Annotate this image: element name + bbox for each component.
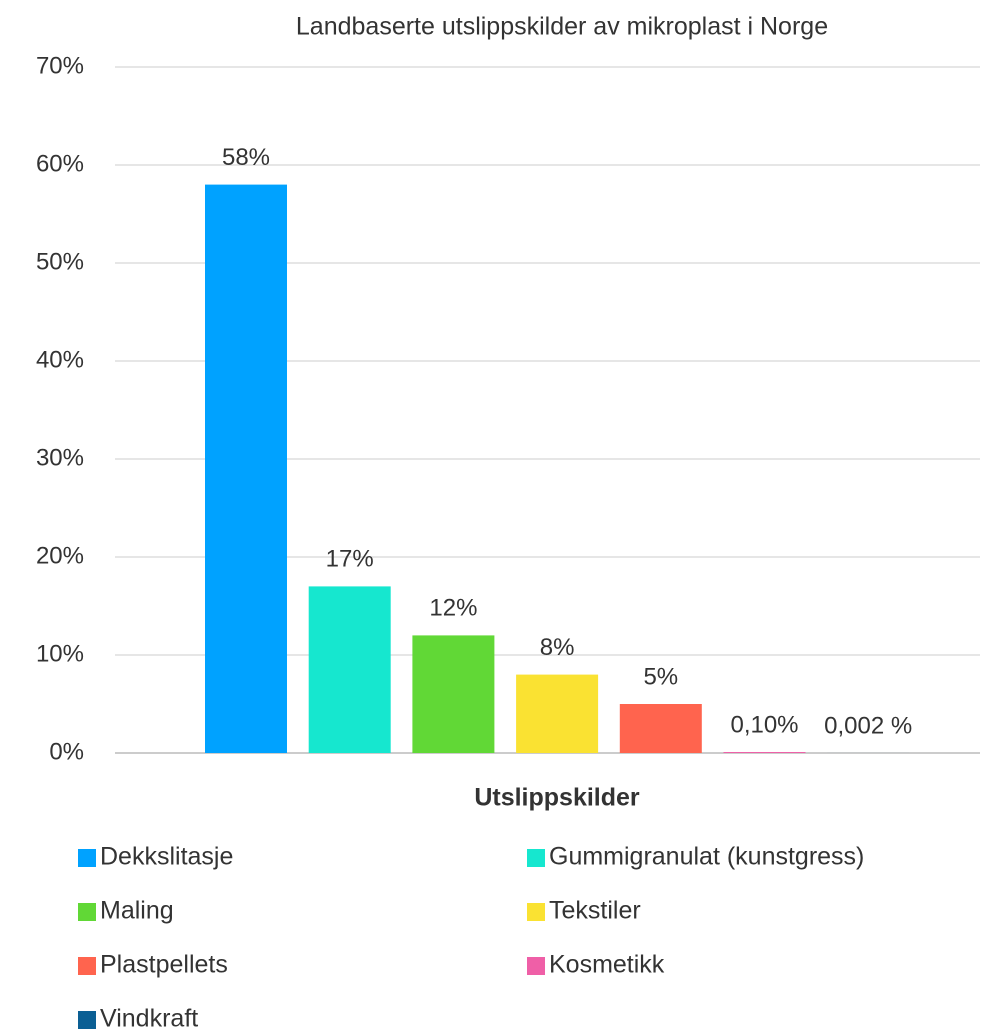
x-axis-label: Utslippskilder [474, 784, 640, 812]
legend-swatch [78, 1011, 96, 1029]
legend-label: Plastpellets [100, 951, 228, 979]
bar [412, 635, 495, 753]
y-tick-label: 60% [36, 150, 84, 177]
legend-swatch [78, 903, 96, 921]
y-tick-label: 40% [36, 346, 84, 373]
value-label: 12% [429, 595, 477, 622]
legend-swatch [78, 849, 96, 867]
legend-label: Tekstiler [549, 897, 641, 925]
bar [619, 704, 702, 753]
legend-swatch [527, 957, 545, 975]
bar [516, 674, 599, 753]
legend-swatch [78, 957, 96, 975]
y-tick-label: 20% [36, 542, 84, 569]
value-label: 0,002 % [824, 712, 912, 739]
y-tick-label: 30% [36, 444, 84, 471]
bar [723, 752, 806, 753]
value-label: 17% [326, 546, 374, 573]
bar [205, 184, 287, 754]
y-tick-label: 0% [49, 738, 84, 765]
value-label: 8% [540, 634, 575, 661]
chart-title: Landbaserte utslippskilder av mikroplast… [296, 13, 828, 41]
y-tick-label: 70% [36, 52, 84, 79]
value-label: 5% [643, 663, 678, 690]
value-label: 0,10% [730, 711, 798, 738]
value-label: 58% [222, 144, 270, 171]
legend-label: Kosmetikk [549, 951, 665, 979]
legend-label: Gummigranulat (kunstgress) [549, 843, 864, 871]
legend-label: Vindkraft [100, 1005, 198, 1030]
legend-swatch [527, 849, 545, 867]
legend-label: Maling [100, 897, 174, 925]
legend-swatch [527, 903, 545, 921]
legend-label: Dekkslitasje [100, 843, 233, 871]
y-tick-label: 50% [36, 248, 84, 275]
bar [308, 586, 391, 753]
y-tick-label: 10% [36, 640, 84, 667]
